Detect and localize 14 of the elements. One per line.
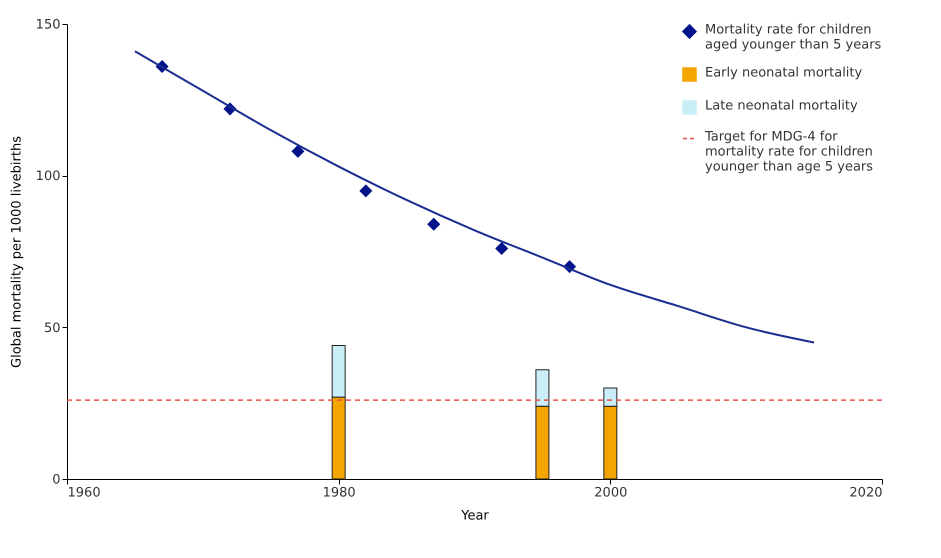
x-tick-label: 2020 <box>849 486 882 500</box>
x-tick-label: 1960 <box>68 486 101 500</box>
y-tick-label: 0 <box>52 472 60 488</box>
x-tick-label: 1980 <box>322 486 356 500</box>
y-axis-title: Global mortality per 1000 livebirths <box>10 136 25 368</box>
x-axis-title: Year <box>460 508 490 524</box>
legend-label: Late neonatal mortality <box>705 98 858 114</box>
y-tick-label: 50 <box>44 320 60 336</box>
y-tick-label: 100 <box>36 169 60 184</box>
legend-label: Target for MDG-4 for mortality rate for children younger than age 5 years <box>704 130 874 174</box>
legend-label: Early neonatal mortality <box>705 66 863 80</box>
y-tick-label: 150 <box>36 18 60 32</box>
legend-label: Mortality rate for children aged younger than 5 years <box>705 22 882 52</box>
x-tick-label: 2000 <box>594 486 628 500</box>
